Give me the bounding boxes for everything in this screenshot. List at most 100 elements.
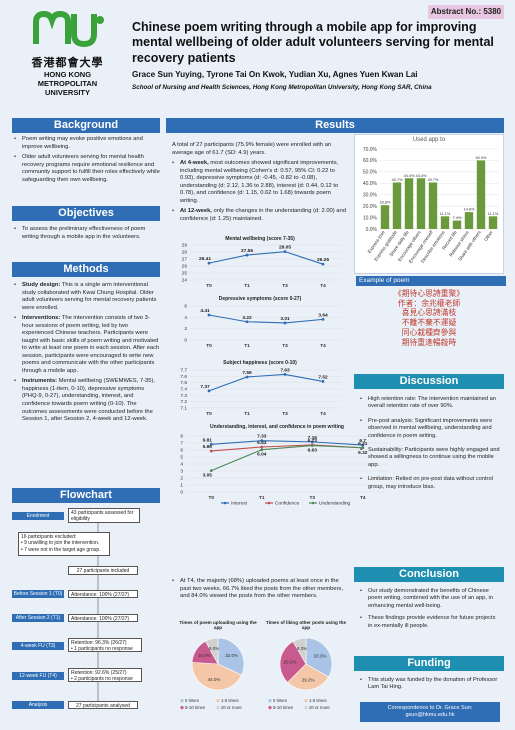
flowchart-stage-t3: 4-week FU (T3) <box>12 642 64 650</box>
objectives-item: To assess the preliminary effectiveness … <box>14 226 160 241</box>
y-tick-label: 29 <box>182 243 188 249</box>
legend-label: 20 or more <box>221 705 242 710</box>
x-tick-label: T1 <box>259 495 265 501</box>
discussion-item: Sustainability: Participants were highly… <box>360 447 500 469</box>
data-point <box>321 380 325 383</box>
pie-slice <box>279 641 307 683</box>
background-heading: Background <box>12 118 160 133</box>
methods-heading: Methods <box>12 262 160 277</box>
results-intro: A total of 27 participants (75.9% female… <box>172 142 350 226</box>
chart-used-app-plot: 0.0% 10.0% 20.0% 30.0% 40.0% 50.0% 60.0% 70.0% 2… <box>363 147 499 264</box>
data-point <box>260 439 264 443</box>
correspondence-box: Correspondence to Dr. Grace Sun: gsun@hk… <box>360 702 500 722</box>
y-tick-label: 20.0% <box>363 204 378 210</box>
methods-item-interventions: Interventions: The intervention consists… <box>14 315 160 375</box>
data-point <box>207 389 211 393</box>
bar <box>440 216 450 229</box>
bar <box>392 182 402 229</box>
series-line <box>211 440 363 446</box>
poem-line: 《期待心思詩重聚》 <box>393 289 465 298</box>
pie-value-label: 32.0% <box>225 653 238 658</box>
logo-en-3: UNIVERSITY <box>44 88 90 97</box>
data-label: 6.31 <box>358 441 368 447</box>
poem-line: 不離不棄不運疑 <box>401 318 457 328</box>
conclusion-item: These findings provide evidence for futu… <box>360 615 500 630</box>
y-tick-label: 10.0% <box>363 215 378 221</box>
background-item: Poem writing may evoke positive emotions… <box>14 136 160 151</box>
legend-label: 0 times <box>273 698 287 703</box>
data-label: 26.41 <box>199 256 211 262</box>
legend-label: Confidence <box>275 501 300 507</box>
pie-value-label: 8.0% <box>209 646 219 651</box>
y-tick-label: 7.5 <box>180 380 187 386</box>
chart-title: Used app to <box>412 137 446 143</box>
abstract-number-badge: Abstract No.: 5380 <box>428 5 504 19</box>
bar <box>416 178 426 229</box>
chart-title: Depressive symptoms (score 0-27) <box>218 296 302 302</box>
y-tick-label: 6 <box>180 448 183 454</box>
bar <box>380 205 390 229</box>
correspondence-email[interactable]: gsun@hkmu.edu.hk <box>405 712 455 719</box>
y-tick-label: 7.7 <box>180 368 187 374</box>
x-tick-label: Other <box>483 229 494 242</box>
flowchart-enrolment-label: Enrolment <box>12 512 64 520</box>
x-tick-label: T0 <box>206 283 212 288</box>
y-tick-label: 7.3 <box>180 393 187 399</box>
chart-title: Understanding, interest, and confidence … <box>210 424 344 430</box>
flowchart-excluded-box: 16 participants excluded: • 9 unwilling … <box>18 532 110 556</box>
data-label: 3.01 <box>280 316 290 322</box>
bar <box>404 178 414 229</box>
legend-label: Understanding <box>319 501 351 507</box>
flowchart-stage-t3-info: Retention: 96.3% (26/27) • 1 participant… <box>68 638 142 652</box>
data-point <box>283 321 287 325</box>
y-tick-label: 26 <box>182 264 188 270</box>
y-tick-label: 7.6 <box>180 374 187 380</box>
correspondence-label: Correspondence to Dr. Grace Sun: <box>387 705 473 711</box>
chart-mental-wellbeing: Mental wellbeing (score 7-35) 24 25 26 27 28… <box>172 236 348 289</box>
data-label: 26.26 <box>317 257 329 263</box>
chart-used-app-panel: Used app to 0.0% 10.0% 20.0% 30.0% 40.0% 50.0… <box>354 134 504 274</box>
bar-value-label: 11.1% <box>488 212 499 216</box>
funding-item: This study was funded by the donation of… <box>360 677 500 692</box>
data-label: 6.7 <box>359 438 366 444</box>
data-point <box>245 320 249 324</box>
objectives-section: To assess the preliminary effectiveness … <box>14 226 160 244</box>
data-label: 27.56 <box>241 248 253 254</box>
legend-marker <box>311 501 315 505</box>
discussion-heading: Discussion <box>354 374 504 389</box>
chart-poem-uploading-pie: 32.0% 44.0% 16.0% 8.0% 0 times 1-5 times 6-10 … <box>180 637 245 710</box>
y-tick-label: 4 <box>184 315 187 321</box>
methods-item-design: Study design: This is a single arm inter… <box>14 282 160 312</box>
bar-value-label: 11.1% <box>440 212 451 216</box>
y-tick-label: 28 <box>182 250 188 256</box>
data-point <box>209 449 213 453</box>
data-point <box>207 313 211 317</box>
methods-section: Study design: This is a single arm inter… <box>14 282 160 427</box>
data-label: 7.52 <box>318 374 328 380</box>
x-tick-label: T1 <box>244 283 250 288</box>
discussion-item: High retention rate: The intervention ma… <box>360 396 500 411</box>
chart-poem-uploading: Times of poem uploading using the app 32… <box>176 620 260 722</box>
flowchart-stage-t1: After Session 2 (T1) <box>12 614 64 622</box>
data-point <box>361 443 365 447</box>
series-line <box>208 373 324 392</box>
poster-authors: Grace Sun Yuying, Tyrone Tai On Kwok, Yu… <box>132 70 418 79</box>
conclusion-item: Our study demonstrated the benefits of C… <box>360 588 500 610</box>
data-label: 3.05 <box>203 473 213 479</box>
bar-value-label: 44.4% <box>416 174 427 178</box>
bar-value-label: 14.8% <box>464 208 475 212</box>
pie-slice <box>205 637 219 665</box>
poem-line: 作者：余兆權老師 <box>397 298 461 308</box>
x-tick-label: Share with others <box>457 229 482 262</box>
data-point <box>310 444 314 447</box>
chart-subject-happiness: Subject happiness (score 0-10) 7.1 7.2 7.3… <box>172 360 348 417</box>
chart-understanding-interest-confidence: Understanding, interest, and confidence … <box>172 424 502 507</box>
y-tick-label: 2 <box>180 476 183 482</box>
bar-value-label: 40.7% <box>428 178 439 182</box>
data-label: 3.22 <box>242 315 252 321</box>
chart-liking-posts: Times of liking other posts using the ap… <box>264 620 348 722</box>
legend-swatch <box>268 706 272 710</box>
poster-affiliation: School of Nursing and Health Sciences, H… <box>132 84 432 91</box>
legend-label: Interest <box>231 501 248 507</box>
